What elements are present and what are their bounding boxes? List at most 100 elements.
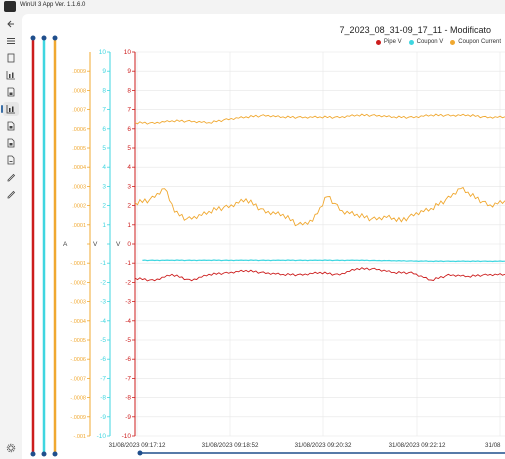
axis-tick-label: 6 [102, 126, 106, 133]
x-tick-label: 31/08/2023 09:18:52 [202, 442, 259, 449]
rail-handle-top [52, 35, 58, 41]
axis-tick-label: -.0008 [70, 396, 86, 402]
axis-tick-label: -3 [100, 299, 106, 306]
legend-dot [375, 39, 381, 45]
series-line [134, 113, 505, 125]
x-tick-label: 31/08 [485, 442, 501, 449]
axis-tick-label: 9 [127, 68, 131, 75]
chart-icon-selected[interactable] [3, 102, 19, 116]
title-bar: WinUI 3 App Ver. 1.1.6.0 [0, 0, 505, 14]
axis-tick-label: 9 [102, 68, 106, 75]
axis-tick-label: -9 [125, 414, 131, 421]
axis-tick-label: .0006 [72, 127, 86, 133]
series-line [134, 186, 505, 227]
axis-tick-label: -8 [125, 395, 131, 402]
axis-tick-label: -.0003 [70, 300, 86, 306]
axis-tick-label: 3 [102, 183, 106, 190]
axis-tick-label: 10 [99, 49, 107, 56]
axis-tick-label: -.0005 [70, 338, 86, 344]
axis-tick-label: -6 [125, 356, 131, 363]
legend-dot [450, 39, 456, 45]
axis-tick-label: 2 [102, 203, 106, 210]
axis-tick-label: -7 [100, 375, 106, 382]
page-icon[interactable] [3, 51, 19, 65]
axis-tick-label: 3 [127, 183, 131, 190]
axis-tick-label: 5 [127, 145, 131, 152]
axis-unit-label: V [116, 241, 121, 248]
chart-panel: 7_2023_08_31-09_17_11 - Modificato Pipe … [22, 14, 505, 459]
document-icon[interactable] [3, 136, 19, 150]
legend-item-pipe-v[interactable]: Pipe V [375, 39, 402, 45]
axis-tick-label: -.001 [73, 434, 86, 440]
axis-tick-label: 1 [127, 222, 131, 229]
axis-tick-label: -8 [100, 395, 106, 402]
axis-tick-label: -.0004 [70, 319, 86, 325]
pencil-icon[interactable] [3, 170, 19, 184]
back-icon[interactable] [3, 17, 19, 31]
legend: Pipe V Coupon V Coupon Current [375, 39, 501, 45]
axis-unit-label: A [63, 241, 68, 248]
axis-tick-label: -.0002 [70, 280, 86, 286]
series-line [142, 259, 505, 263]
axis-tick-label: -5 [100, 337, 106, 344]
axis-tick-label: .0001 [72, 223, 86, 229]
save-icon[interactable] [3, 85, 19, 99]
legend-label: Coupon V [416, 39, 444, 45]
axis-tick-label: -7 [125, 375, 131, 382]
window-title: WinUI 3 App Ver. 1.1.6.0 [20, 2, 86, 8]
rail-handle-top [30, 35, 36, 41]
axis-tick-label: 1 [102, 222, 106, 229]
legend-item-coupon-v[interactable]: Coupon V [408, 39, 444, 45]
axis-tick-label: -3 [125, 299, 131, 306]
rail-handle-bottom [30, 451, 36, 457]
legend-label: Coupon Current [458, 39, 501, 45]
axis-tick-label: -10 [97, 433, 107, 440]
export-icon[interactable] [3, 153, 19, 167]
app-icon [4, 1, 16, 12]
axis-tick-label: 4 [102, 164, 106, 171]
axis-tick-label: .0007 [72, 108, 86, 114]
axis-tick-label: -9 [100, 414, 106, 421]
axis-tick-label: -5 [125, 337, 131, 344]
axis-tick-label: .0003 [72, 184, 86, 190]
axis-tick-label: .0009 [72, 69, 86, 75]
axis-tick-label: 2 [127, 203, 131, 210]
axis-tick-label: 7 [127, 107, 131, 114]
legend-item-coupon-current[interactable]: Coupon Current [450, 39, 501, 45]
axis-tick-label: -.0006 [70, 357, 86, 363]
pencil-icon[interactable] [3, 187, 19, 201]
axis-tick-label: -.0009 [70, 415, 86, 421]
chart-icon[interactable] [3, 68, 19, 82]
axis-tick-label: .0008 [72, 88, 86, 94]
rail-handle-bottom [52, 451, 58, 457]
axis-tick-label: -2 [100, 279, 106, 286]
rail-handle-bottom [41, 451, 47, 457]
axis-tick-label: 5 [102, 145, 106, 152]
axis-tick-label: 6 [127, 126, 131, 133]
axis-tick-label: -4 [100, 318, 106, 325]
axis-tick-label: -1 [125, 260, 131, 267]
settings-icon[interactable] [3, 441, 19, 455]
axis-tick-label: .0004 [72, 165, 86, 171]
axis-tick-label: 0 [127, 241, 131, 248]
axis-tick-label: -.0001 [70, 261, 86, 267]
axis-tick-label: 10 [124, 49, 132, 56]
axis-tick-label: .0005 [72, 146, 86, 152]
nav-rail [0, 14, 22, 459]
axis-tick-label: -10 [122, 433, 132, 440]
series-line [134, 267, 505, 282]
axis-tick-label: -4 [125, 318, 131, 325]
axis-tick-label: 4 [127, 164, 131, 171]
document-icon[interactable] [3, 119, 19, 133]
rail-handle-top [41, 35, 47, 41]
x-tick-label: 31/08/2023 09:20:32 [295, 442, 352, 449]
x-tick-label: 31/08/2023 09:17:12 [109, 442, 166, 449]
axis-tick-label: 8 [102, 87, 106, 94]
range-slider-handle [137, 450, 143, 456]
axis-tick-label: -1 [100, 260, 106, 267]
axis-tick-label: 8 [127, 87, 131, 94]
axis-tick-label: 7 [102, 107, 106, 114]
hamburger-menu-icon[interactable] [3, 34, 19, 48]
axis-tick-label: -.0007 [70, 376, 86, 382]
